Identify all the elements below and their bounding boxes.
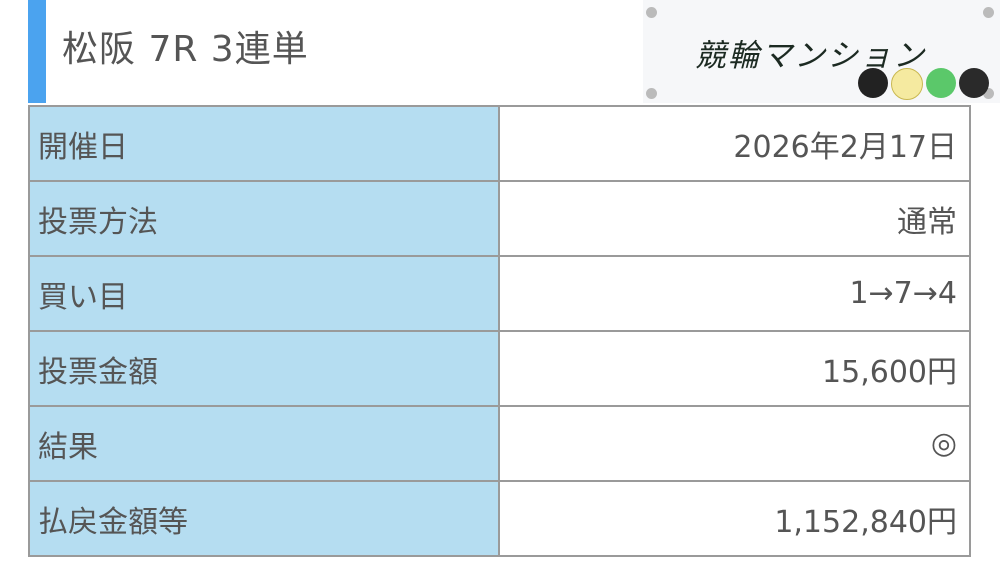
- logo-text: 競輪マンション: [695, 38, 926, 74]
- table-row: 買い目 1→7→4: [28, 255, 971, 332]
- character-icon: [926, 68, 956, 98]
- character-icon: [959, 68, 989, 98]
- table-row: 結果 ◎: [28, 405, 971, 482]
- row-label: 開催日: [28, 105, 500, 182]
- table-row: 投票方法 通常: [28, 180, 971, 257]
- row-value: ◎: [498, 405, 971, 482]
- row-value: 1→7→4: [498, 255, 971, 332]
- page-title: 松阪 7R 3連単: [62, 29, 309, 70]
- row-label: 買い目: [28, 255, 500, 332]
- row-value: 通常: [498, 180, 971, 257]
- bet-details-table: 開催日 2026年2月17日 投票方法 通常 買い目 1→7→4 投票金額 15,600…: [28, 105, 971, 557]
- pin-icon: [983, 88, 994, 99]
- row-label: 投票金額: [28, 330, 500, 407]
- title-accent-bar: [28, 0, 46, 103]
- pin-icon: [646, 7, 657, 18]
- character-icon: [891, 68, 923, 100]
- table-row: 払戻金額等 1,152,840円: [28, 480, 971, 557]
- character-icon: [858, 68, 888, 98]
- row-label: 払戻金額等: [28, 480, 500, 557]
- logo: 競輪マンション: [643, 0, 1000, 103]
- row-value: 2026年2月17日: [498, 105, 971, 182]
- table-row: 投票金額 15,600円: [28, 330, 971, 407]
- mascot-characters: [858, 68, 989, 100]
- row-label: 投票方法: [28, 180, 500, 257]
- pin-icon: [983, 7, 994, 18]
- row-value: 15,600円: [498, 330, 971, 407]
- row-label: 結果: [28, 405, 500, 482]
- table-row: 開催日 2026年2月17日: [28, 105, 971, 182]
- row-value: 1,152,840円: [498, 480, 971, 557]
- pin-icon: [646, 88, 657, 99]
